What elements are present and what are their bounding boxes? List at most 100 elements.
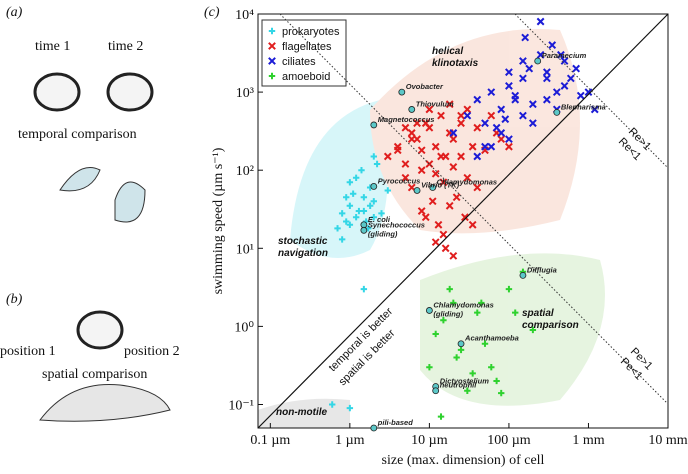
point	[590, 105, 599, 114]
point	[501, 115, 510, 124]
point	[393, 146, 402, 155]
region-label: helical klinotaxis	[432, 46, 479, 69]
point	[431, 169, 440, 178]
annotation-line: Difflugia	[527, 265, 557, 274]
point	[401, 123, 410, 132]
x-tick-label: 0.1 µm	[250, 433, 290, 448]
annotation: Acanthamoeba	[464, 334, 519, 343]
legend-marker	[268, 42, 276, 50]
highlight-point	[413, 187, 421, 194]
region	[290, 100, 388, 258]
highlight-point	[534, 57, 542, 65]
annotation: Paramecium	[542, 51, 587, 60]
point	[457, 346, 465, 354]
point	[519, 57, 527, 65]
highlight-point	[519, 271, 527, 279]
highlight-point	[360, 221, 368, 229]
point	[346, 221, 354, 228]
region-label: spatial comparison	[522, 308, 579, 331]
point	[498, 389, 505, 397]
highlight-point	[457, 340, 465, 348]
annotation: Vibrio (TK)	[421, 180, 460, 189]
panel-label: (b)	[6, 292, 23, 307]
annotation-line: Ovobacter	[406, 82, 444, 91]
point	[338, 236, 346, 243]
annotation: Magnetococcus	[378, 115, 435, 124]
region-label: non-motile	[276, 407, 328, 418]
point	[457, 119, 465, 128]
point	[370, 153, 377, 160]
point	[473, 95, 482, 104]
point	[360, 285, 368, 293]
annotation: neutrophil	[440, 381, 478, 390]
annotation: Dictyostelium	[440, 376, 490, 385]
left-panel: (a) time 1 time 2 temporal comparison (b…	[0, 5, 220, 422]
point	[450, 299, 457, 307]
label: position 2	[124, 344, 180, 359]
point	[473, 152, 482, 161]
cell	[106, 72, 154, 112]
point	[358, 166, 365, 174]
label: time 1	[35, 39, 70, 54]
annotation-line: Pyrococcus	[378, 176, 421, 185]
point	[445, 201, 454, 210]
point	[449, 163, 458, 171]
point	[441, 244, 450, 253]
point	[437, 111, 445, 120]
annotation-line: Dictyostelium	[440, 376, 490, 385]
annotation-line: E. coli	[368, 215, 391, 224]
annotation-line: pili-based	[377, 418, 413, 427]
point	[421, 213, 430, 222]
legend-label: prokaryotes	[282, 26, 340, 38]
point	[383, 152, 392, 161]
point	[481, 142, 489, 151]
point	[487, 111, 496, 120]
point	[492, 123, 501, 132]
region-label: stochastic navigation	[278, 236, 328, 259]
point	[366, 202, 374, 210]
legend-label: flagellates	[282, 41, 332, 53]
label: temporal comparison	[18, 127, 137, 142]
point	[481, 119, 489, 128]
highlight-point	[360, 226, 368, 234]
highlight-point	[398, 88, 406, 96]
point	[528, 119, 537, 128]
point	[505, 135, 513, 144]
point	[511, 95, 520, 104]
point	[542, 74, 551, 83]
legend-marker	[268, 57, 276, 65]
point	[487, 142, 496, 151]
point	[346, 202, 354, 210]
point	[453, 354, 460, 361]
point	[497, 135, 506, 144]
point	[343, 218, 350, 225]
point	[449, 129, 458, 137]
annotation: Pyrococcus	[378, 176, 421, 185]
regions	[258, 29, 605, 428]
highlight-point	[370, 121, 378, 129]
x-axis-title: size (max. dimension) of cell	[382, 453, 545, 468]
point	[548, 41, 557, 49]
highlight-point	[425, 307, 433, 314]
re-line	[514, 13, 669, 169]
point	[505, 68, 513, 77]
point	[461, 213, 469, 222]
highlight-point	[553, 108, 561, 116]
physics-lines: temporal is better spatial is better Re>…	[257, 13, 669, 429]
annotation-line: Acanthamoeba	[464, 334, 519, 343]
point	[401, 173, 410, 182]
point	[431, 238, 440, 247]
annotation: Blepharisma	[561, 102, 606, 111]
point	[407, 129, 416, 137]
highlight-point	[370, 183, 378, 190]
point	[384, 187, 392, 194]
panel-label: (c)	[204, 5, 220, 20]
label: position 1	[0, 344, 56, 359]
point	[566, 74, 575, 83]
point	[407, 135, 416, 144]
point	[481, 340, 489, 347]
region-labels: helical klinotaxis stochastic navigation s…	[276, 46, 579, 418]
point	[437, 152, 445, 161]
point	[493, 377, 500, 385]
